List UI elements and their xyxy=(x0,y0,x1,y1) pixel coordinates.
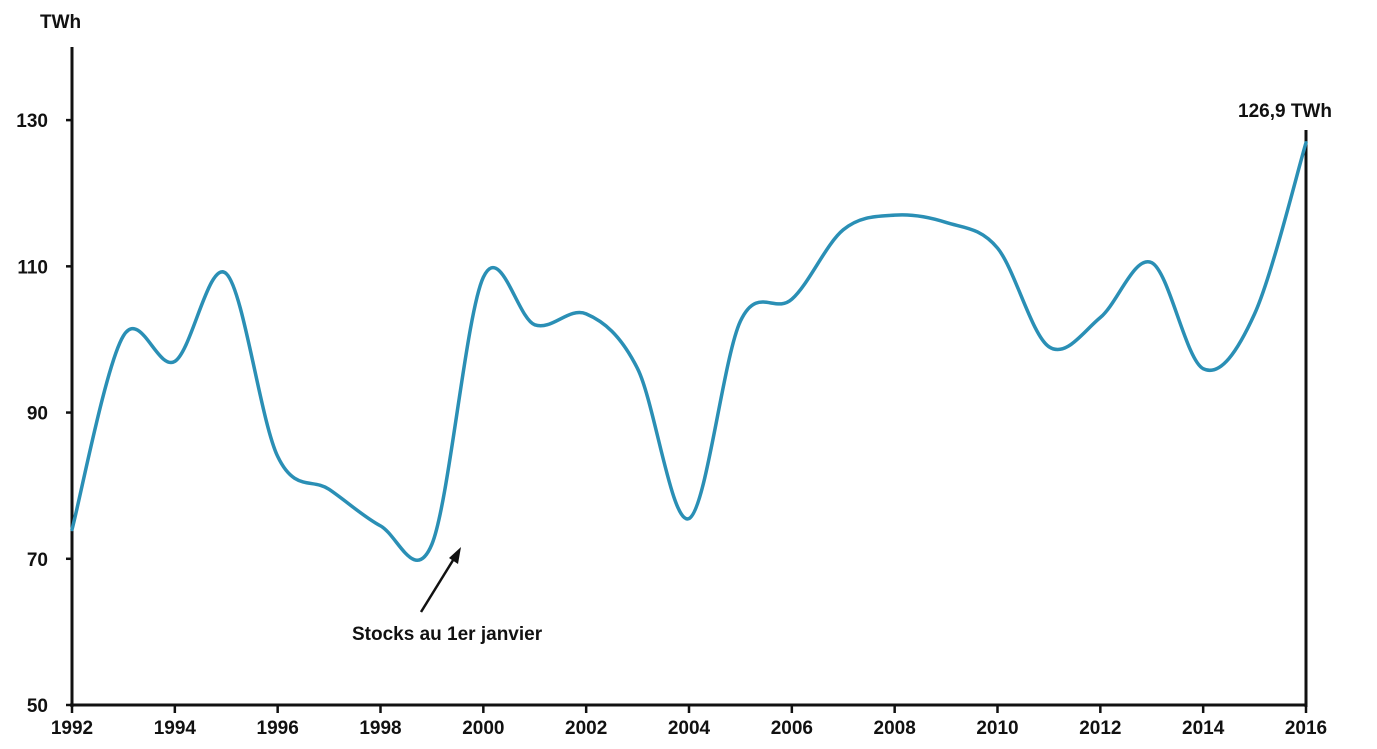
annotation-text: Stocks au 1er janvier xyxy=(352,624,543,645)
annotation-arrow xyxy=(419,547,461,613)
y-ticks: 50 70 90 110 130 xyxy=(16,111,72,717)
series-line xyxy=(70,141,1308,562)
x-tick-label: 2000 xyxy=(462,718,504,739)
x-tick-label: 1998 xyxy=(359,718,401,739)
x-tick-label: 2014 xyxy=(1182,718,1225,739)
x-tick-label: 1994 xyxy=(154,718,197,739)
y-tick-label: 50 xyxy=(27,696,48,717)
x-tick-label: 1992 xyxy=(51,718,93,739)
y-tick-label: 90 xyxy=(27,404,48,425)
y-tick-label: 110 xyxy=(17,257,48,278)
y-tick-label: 130 xyxy=(16,111,48,132)
x-tick-label: 1996 xyxy=(257,718,299,739)
x-tick-label: 2004 xyxy=(668,718,711,739)
x-tick-label: 2006 xyxy=(771,718,813,739)
x-tick-label: 2010 xyxy=(976,718,1018,739)
series-group xyxy=(70,141,1308,562)
x-tick-label: 2002 xyxy=(565,718,607,739)
end-value-label: 126,9 TWh xyxy=(1238,101,1332,122)
y-axis-unit-label: TWh xyxy=(40,12,81,33)
x-tick-label: 2016 xyxy=(1285,718,1327,739)
x-ticks: 1992 1994 1996 1998 2000 2002 2004 2006 2008 2010… xyxy=(51,705,1327,739)
y-tick-label: 70 xyxy=(27,550,48,571)
x-tick-label: 2012 xyxy=(1079,718,1121,739)
x-tick-label: 2008 xyxy=(874,718,916,739)
